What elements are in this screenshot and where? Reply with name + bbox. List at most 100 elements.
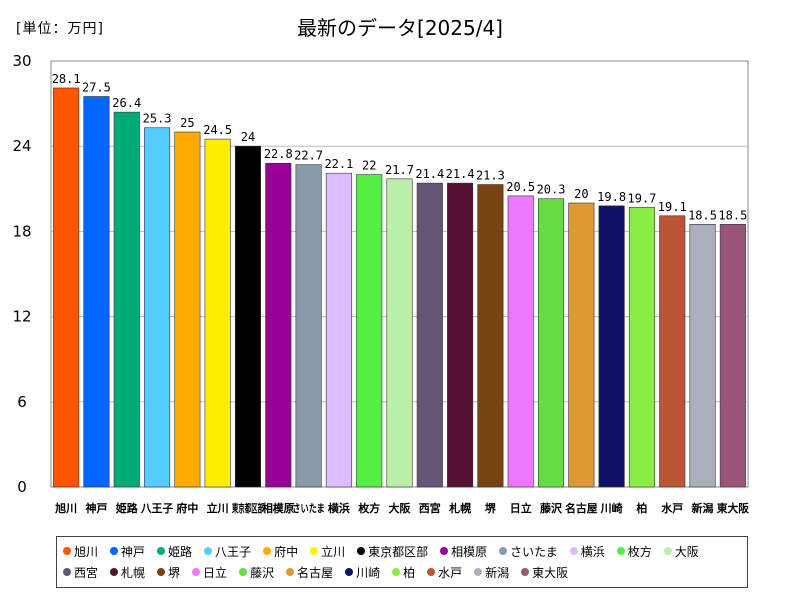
legend-item: 堺: [157, 562, 180, 582]
legend-item: 府中: [263, 541, 298, 561]
bar: [507, 195, 534, 488]
legend-swatch: [440, 547, 449, 555]
legend-swatch: [427, 568, 436, 576]
data-label: 21.7: [385, 163, 414, 177]
data-label: 28.1: [52, 72, 81, 86]
data-label: 22.1: [324, 157, 353, 171]
x-tick-label: 名古屋: [565, 501, 597, 515]
x-tick-label: 柏: [636, 501, 647, 515]
legend-item: 川崎: [345, 562, 380, 582]
legend-label: 柏: [403, 565, 416, 580]
legend-label: 堺: [168, 565, 181, 580]
data-label: 21.4: [415, 167, 444, 181]
x-tick-label: 大阪: [389, 501, 412, 515]
chart-legend: 旭川 神戸 姫路 八王子 府中 立川 東京都区部 相模原 さいたま 横浜 枚方 大阪 西宮 札幌 堺 日立 藤沢…: [56, 536, 748, 588]
data-label: 19.7: [627, 191, 656, 205]
data-label: 18.5: [688, 208, 717, 222]
legend-swatch: [63, 547, 71, 555]
legend-swatch: [110, 568, 119, 576]
bar: [386, 178, 413, 488]
legend-swatch: [110, 547, 119, 555]
x-tick-label: さいたま: [292, 502, 324, 515]
legend-item: 柏: [392, 562, 415, 582]
data-label: 19.8: [597, 190, 626, 204]
legend-item: 水戸: [427, 562, 462, 582]
data-label: 26.4: [112, 96, 141, 110]
legend-label: 藤沢: [250, 565, 275, 580]
data-label: 21.4: [446, 167, 475, 181]
x-tick-label: 横浜: [328, 501, 350, 515]
x-tick-label: 西宮: [419, 501, 441, 515]
legend-label: 西宮: [74, 565, 99, 580]
legend-item: 横浜: [569, 541, 605, 561]
legend-swatch: [204, 547, 213, 555]
legend-item: 枚方: [616, 541, 652, 561]
y-tick-label: 18: [12, 222, 31, 240]
legend-label: 府中: [274, 544, 299, 559]
bar: [265, 162, 292, 488]
data-label: 20.5: [506, 180, 535, 194]
legend-swatch: [63, 568, 71, 576]
legend-label: 川崎: [356, 565, 381, 580]
legend-swatch: [157, 568, 166, 576]
legend-label: 八王子: [215, 544, 252, 559]
data-label: 25.3: [143, 112, 172, 126]
x-tick-label: 川崎: [600, 501, 623, 515]
legend-label: 新潟: [485, 565, 510, 580]
legend-item: 日立: [192, 562, 227, 582]
legend-label: 相模原: [451, 544, 488, 559]
x-tick-label: 東京都区部: [232, 501, 264, 515]
x-tick-label: 新潟: [692, 501, 714, 515]
legend-item: 神戸: [110, 541, 145, 561]
legend-swatch: [521, 568, 530, 576]
legend-swatch: [310, 547, 319, 555]
legend-swatch: [663, 547, 672, 555]
legend-label: 名古屋: [297, 565, 334, 580]
legend-item: さいたま: [499, 541, 558, 561]
x-tick-label: 東大阪: [717, 501, 750, 515]
legend-item: 姫路: [157, 541, 192, 561]
bar: [689, 224, 716, 488]
unit-label: [単位：万円]: [16, 21, 104, 37]
legend-swatch: [157, 547, 166, 555]
y-tick-label: 24: [12, 137, 31, 155]
legend-label: 立川: [321, 544, 346, 559]
bar: [174, 131, 201, 488]
legend-label: 枚方: [627, 544, 652, 559]
legend-swatch: [569, 547, 578, 555]
legend-swatch: [357, 547, 366, 555]
legend-label: 旭川: [74, 544, 99, 559]
x-tick-label: 堺: [485, 501, 497, 515]
bar: [234, 145, 262, 488]
bar: [477, 184, 504, 488]
bar: [416, 182, 443, 488]
legend-label: 神戸: [121, 544, 146, 559]
data-label: 20: [574, 187, 588, 201]
legend-item: 藤沢: [239, 562, 274, 582]
legend-item: 札幌: [110, 562, 145, 582]
bar: [719, 224, 746, 488]
bar: [295, 164, 322, 488]
legend-item: 旭川: [63, 541, 98, 561]
legend-label: 東大阪: [532, 565, 569, 580]
bar: [537, 198, 565, 488]
data-label: 22.7: [294, 149, 323, 163]
legend-label: 札幌: [121, 565, 146, 580]
bar: [447, 182, 474, 488]
x-tick-label: 日立: [510, 501, 532, 515]
x-tick-label: 藤沢: [540, 501, 563, 515]
bar: [598, 205, 625, 488]
bar: [53, 87, 80, 488]
legend-item: 新潟: [474, 562, 509, 582]
y-tick-label: 12: [12, 308, 31, 326]
legend-item: 西宮: [63, 562, 98, 582]
legend-item: 立川: [310, 541, 345, 561]
legend-item: 名古屋: [286, 562, 333, 582]
legend-label: さいたま: [510, 544, 558, 559]
legend-swatch: [392, 568, 401, 576]
x-tick-label: 相模原: [262, 501, 294, 515]
legend-item: 八王子: [204, 541, 251, 561]
data-label: 22: [362, 159, 376, 173]
data-label: 24.5: [203, 123, 232, 137]
legend-swatch: [192, 568, 201, 576]
